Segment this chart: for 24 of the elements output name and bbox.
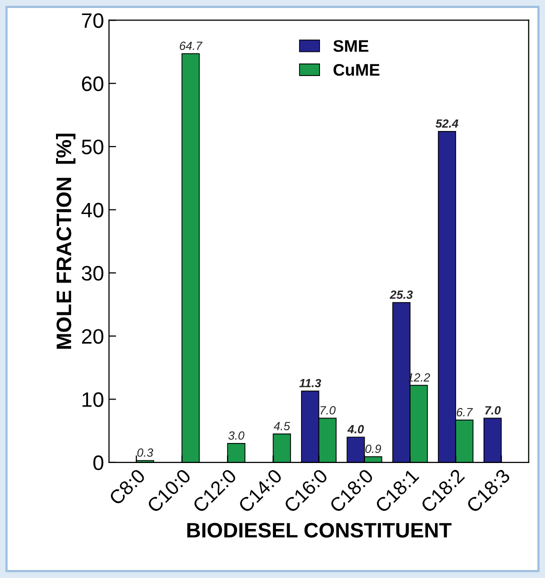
x-axis-title: BIODIESEL CONSTITUENT xyxy=(187,522,452,538)
y-tick-label: 10 xyxy=(82,392,104,407)
data-label: 0.3 xyxy=(137,448,154,457)
y-tick-label: 40 xyxy=(81,202,104,218)
y-tick-label: 50 xyxy=(82,140,104,154)
y-tick-label: 70 xyxy=(82,13,104,28)
y-tick-label: 30 xyxy=(82,266,104,281)
data-label: 0.9 xyxy=(365,444,382,453)
y-axis-title: MOLE FRACTION [%] xyxy=(56,134,76,349)
data-label: 4.0 xyxy=(347,425,364,434)
data-label: 7.0 xyxy=(320,406,336,414)
data-label: 3.0 xyxy=(228,431,244,440)
data-label: 52.4 xyxy=(436,119,458,128)
legend-label: CuME xyxy=(334,64,380,76)
data-label: 25.3 xyxy=(390,290,413,299)
y-tick-label: 0 xyxy=(93,455,104,470)
y-tick-label: 60 xyxy=(82,76,104,92)
data-label: 7.0 xyxy=(485,406,501,414)
data-label: 11.3 xyxy=(299,378,322,388)
data-label: 4.5 xyxy=(274,422,290,430)
data-label: 6.7 xyxy=(456,408,473,416)
legend-label: SME xyxy=(333,40,368,52)
data-label: 64.7 xyxy=(180,42,202,50)
y-tick-label: 20 xyxy=(82,329,104,344)
